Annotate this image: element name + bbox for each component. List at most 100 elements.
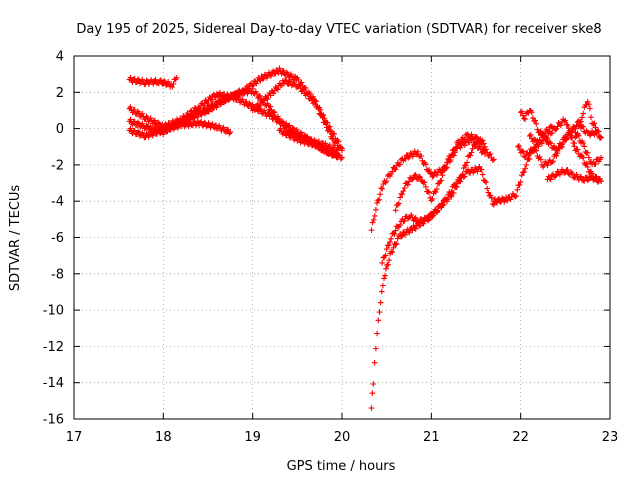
data-point	[550, 158, 556, 164]
data-point	[337, 143, 343, 150]
data-point	[386, 257, 392, 263]
data-point	[517, 109, 524, 116]
data-point	[580, 155, 586, 161]
data-point	[158, 77, 164, 83]
data-point	[592, 124, 599, 131]
data-point	[368, 405, 375, 411]
data-point	[552, 173, 559, 179]
data-point	[468, 149, 475, 156]
data-point	[261, 107, 267, 114]
data-point	[448, 152, 455, 158]
data-point	[517, 179, 524, 185]
series-track-4	[126, 65, 345, 152]
data-point	[512, 193, 518, 200]
data-point	[129, 130, 136, 137]
data-point	[374, 330, 380, 337]
series-track-1	[126, 74, 180, 90]
data-point	[516, 143, 522, 149]
data-point	[317, 112, 324, 118]
data-point	[590, 121, 596, 127]
data-point	[552, 127, 559, 133]
data-point	[377, 299, 384, 306]
data-point	[489, 201, 496, 207]
data-point	[322, 119, 329, 126]
data-point	[439, 201, 446, 207]
data-point	[588, 114, 594, 120]
data-point	[444, 159, 450, 166]
data-point	[175, 125, 181, 131]
data-point	[143, 130, 150, 137]
data-point	[467, 170, 473, 176]
data-point	[262, 71, 268, 78]
data-point	[522, 165, 528, 172]
data-point	[397, 222, 403, 228]
data-point	[419, 219, 426, 225]
data-point	[314, 141, 321, 147]
data-point	[580, 140, 586, 146]
data-point	[238, 90, 245, 97]
data-point	[425, 188, 431, 195]
data-point	[147, 123, 154, 129]
data-point	[554, 168, 561, 175]
data-point	[487, 151, 494, 157]
data-point	[571, 140, 578, 146]
data-point	[460, 137, 467, 143]
data-point	[304, 137, 310, 144]
data-point	[309, 143, 315, 149]
data-point	[230, 94, 236, 100]
data-point	[209, 121, 216, 127]
data-point	[325, 151, 332, 157]
data-point	[389, 249, 396, 255]
data-point	[504, 197, 511, 204]
data-point	[549, 130, 555, 136]
data-point	[427, 170, 433, 176]
y-tick-label: -2	[51, 158, 64, 173]
data-point	[402, 156, 409, 162]
data-point	[375, 317, 382, 324]
data-point	[406, 178, 412, 185]
data-point	[536, 154, 543, 160]
data-point	[382, 252, 389, 259]
data-point	[373, 207, 379, 213]
x-tick-label: 23	[602, 430, 619, 445]
data-point	[412, 215, 419, 221]
data-point	[198, 118, 204, 125]
data-point	[486, 151, 493, 158]
data-point	[563, 135, 570, 142]
data-point	[127, 74, 134, 81]
data-point	[267, 103, 274, 110]
data-point	[483, 146, 489, 153]
data-point	[284, 69, 290, 76]
data-point	[260, 100, 266, 106]
data-point	[462, 173, 468, 180]
data-point	[253, 106, 259, 113]
data-point	[399, 233, 405, 239]
data-point	[315, 105, 322, 111]
data-point	[127, 116, 134, 123]
data-point	[396, 200, 402, 207]
data-point	[467, 152, 474, 159]
series-track-11	[392, 131, 497, 214]
data-point	[478, 166, 485, 173]
y-tick-label: -16	[43, 413, 64, 428]
data-point	[397, 194, 403, 201]
data-point	[400, 188, 407, 194]
data-point	[135, 119, 141, 126]
data-point	[597, 133, 603, 140]
data-point	[210, 103, 217, 110]
data-point	[519, 148, 525, 154]
data-point	[491, 156, 497, 163]
data-point	[371, 359, 378, 366]
data-point	[521, 115, 527, 122]
data-point	[278, 82, 284, 89]
data-point	[412, 226, 419, 232]
data-point	[243, 99, 250, 105]
data-point	[375, 197, 381, 204]
data-point	[462, 142, 468, 149]
data-point	[553, 172, 560, 179]
data-point	[388, 171, 394, 177]
data-point	[326, 142, 333, 148]
data-point	[131, 118, 138, 125]
data-point	[561, 118, 567, 125]
data-point	[476, 163, 483, 170]
